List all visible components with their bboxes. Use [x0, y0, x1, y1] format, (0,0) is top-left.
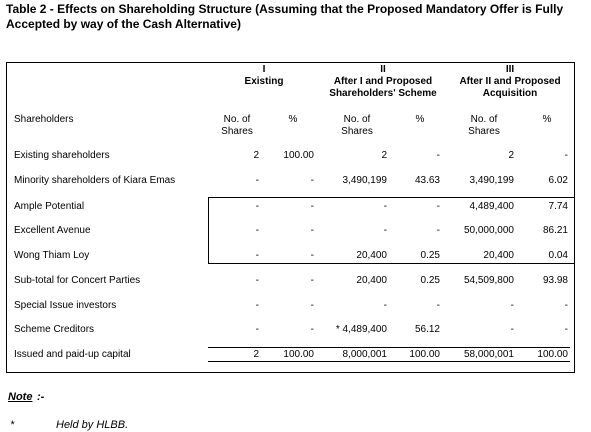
shares-value: 2 [508, 150, 514, 161]
percent-value: - [436, 201, 440, 212]
note-dash: :- [37, 391, 45, 403]
shares-value: - [510, 324, 514, 335]
shares-value: - [255, 201, 259, 212]
shares-value: - [383, 300, 387, 311]
shares-value: 50,000,000 [463, 225, 514, 236]
shares-value: - [255, 175, 259, 186]
table-frame [6, 62, 575, 373]
percent-value: - [436, 225, 440, 236]
shares-value: 58,000,001 [463, 349, 514, 360]
percent-value: 56.12 [414, 324, 440, 335]
shares-value: - [255, 250, 259, 261]
column-group-numeral: II [380, 64, 386, 75]
note-text: Held by HLBB. [56, 419, 129, 431]
total-line-bottom [208, 361, 570, 362]
row-label: Ample Potential [14, 201, 85, 212]
percent-value: 100.00 [537, 349, 568, 360]
shares-value: 20,400 [483, 250, 514, 261]
percent-value: - [310, 250, 314, 261]
no-of-shares-header: No. of Shares [341, 114, 373, 137]
concert-box-top [208, 197, 574, 198]
shares-value: - [255, 300, 259, 311]
percent-value: 86.21 [542, 225, 568, 236]
concert-box-left [208, 197, 209, 264]
percent-value: - [310, 324, 314, 335]
shares-value: - [510, 300, 514, 311]
percent-header: % [288, 114, 298, 125]
shares-value: - [383, 225, 387, 236]
column-group-numeral: I [262, 64, 266, 75]
shares-value: 2 [381, 150, 387, 161]
percent-header: % [542, 114, 552, 125]
shareholders-header: Shareholders [14, 114, 74, 125]
shares-value: 20,400 [356, 275, 387, 286]
row-label: Special Issue investors [14, 300, 117, 311]
column-group-label: Existing [244, 76, 284, 87]
percent-value: 0.04 [548, 250, 568, 261]
shares-value: - [255, 225, 259, 236]
percent-value: - [310, 175, 314, 186]
column-group-label: After I and Proposed Shareholders' Schem… [329, 76, 437, 99]
percent-value: 0.25 [420, 250, 440, 261]
percent-value: - [564, 324, 568, 335]
shares-value: 54,509,800 [463, 275, 514, 286]
percent-value: 100.00 [283, 349, 314, 360]
row-label: Scheme Creditors [14, 324, 95, 335]
percent-value: - [436, 150, 440, 161]
shares-value: 8,000,001 [342, 349, 388, 360]
no-of-shares-header: No. of Shares [468, 114, 500, 137]
percent-value: 100.00 [283, 150, 314, 161]
percent-value: - [564, 150, 568, 161]
row-label: Sub-total for Concert Parties [14, 275, 141, 286]
percent-value: - [310, 201, 314, 212]
percent-value: - [564, 300, 568, 311]
note-label: Note [8, 391, 33, 403]
shares-value: - [255, 324, 259, 335]
percent-value: 100.00 [409, 349, 440, 360]
percent-value: 43.63 [414, 175, 440, 186]
shares-value: 4,489,400 [469, 201, 515, 212]
percent-value: 7.74 [548, 201, 568, 212]
shares-value: 3,490,199 [469, 175, 515, 186]
shares-value: - [255, 275, 259, 286]
percent-header: % [415, 114, 425, 125]
row-label: Existing shareholders [14, 150, 110, 161]
row-label: Minority shareholders of Kiara Emas [14, 175, 176, 186]
row-label: Issued and paid-up capital [14, 349, 131, 360]
percent-value: 0.25 [420, 275, 440, 286]
row-label: Excellent Avenue [14, 225, 91, 236]
table-title: Table 2 - Effects on Shareholding Struct… [6, 2, 564, 31]
column-group-label: After II and Proposed Acquisition [459, 76, 561, 99]
shares-value: * 4,489,400 [335, 324, 387, 335]
shares-value: 20,400 [356, 250, 387, 261]
no-of-shares-header: No. of Shares [221, 114, 253, 137]
concert-box-bottom [208, 263, 574, 264]
row-label: Wong Thiam Loy [14, 250, 90, 261]
percent-value: - [310, 300, 314, 311]
column-group-numeral: III [505, 64, 515, 75]
percent-value: 6.02 [548, 175, 568, 186]
percent-value: - [310, 225, 314, 236]
percent-value: - [310, 275, 314, 286]
shares-value: 3,490,199 [342, 175, 388, 186]
shares-value: 2 [253, 349, 259, 360]
note-marker: * [10, 419, 15, 431]
percent-value: - [436, 300, 440, 311]
shares-value: 2 [253, 150, 259, 161]
percent-value: 93.98 [542, 275, 568, 286]
total-line-top [208, 347, 570, 348]
shares-value: - [383, 201, 387, 212]
